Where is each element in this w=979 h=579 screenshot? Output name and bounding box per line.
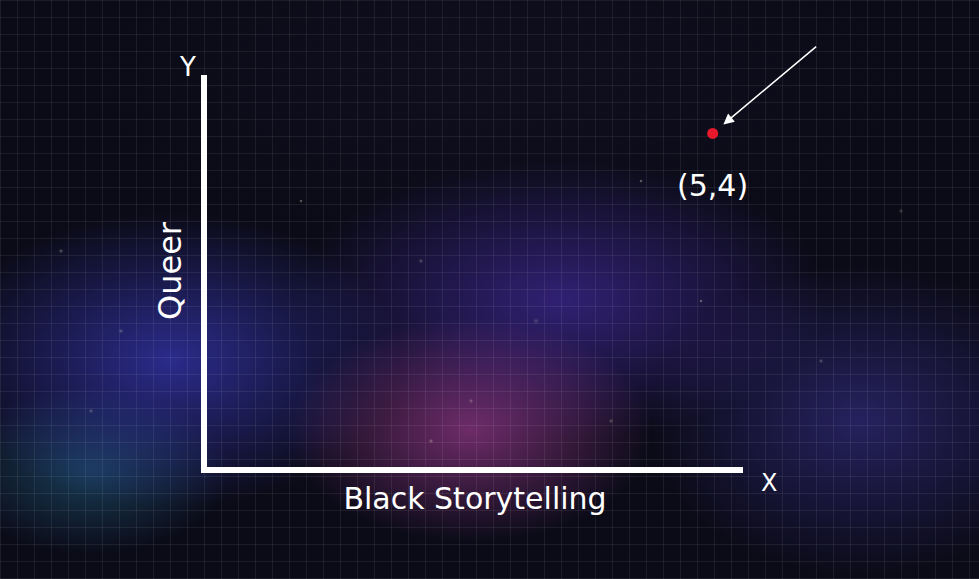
svg-text:Black Storytelling: Black Storytelling [343,481,606,516]
svg-text:Y: Y [179,52,196,82]
svg-text:Queer: Queer [151,221,189,320]
svg-text:X: X [761,469,777,497]
svg-text:(5,4): (5,4) [677,168,748,203]
